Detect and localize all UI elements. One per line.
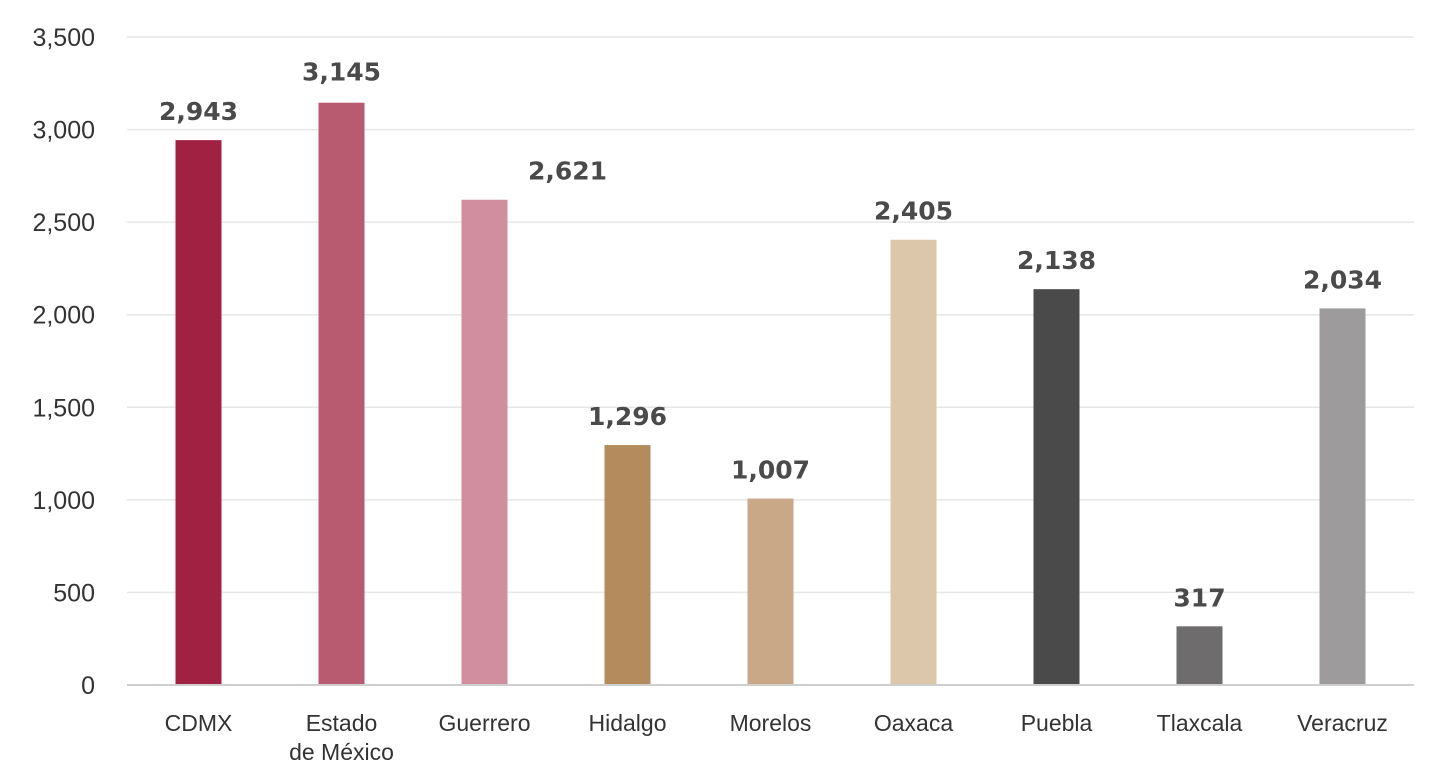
bar: [890, 239, 937, 685]
data-label: 2,943: [159, 97, 238, 126]
bar: [604, 445, 651, 685]
bar: [1176, 626, 1223, 685]
y-axis-tick-labels: 0 500 1,000 1,500 2,000 2,500 3,000 3,500: [32, 24, 95, 700]
data-labels: 2,943 3,145 2,621 1,296 1,007 2,405 2,138 317 2,…: [159, 58, 1382, 613]
x-tick-label: Estado de México: [289, 710, 394, 765]
x-tick-label: Guerrero: [438, 710, 530, 736]
data-label: 2,034: [1303, 265, 1382, 294]
x-tick-label: Morelos: [730, 710, 812, 736]
x-tick-label-line: Guerrero: [438, 710, 530, 736]
x-tick-label-line: de México: [289, 739, 394, 765]
y-tick-label: 0: [81, 672, 95, 700]
bar: [318, 102, 365, 686]
x-tick-label: Veracruz: [1297, 710, 1388, 736]
x-tick-label-line: Estado: [306, 710, 378, 736]
y-tick-label: 500: [53, 579, 95, 607]
x-tick-label-line: Morelos: [730, 710, 812, 736]
bars: [175, 102, 1366, 686]
x-tick-label-line: CDMX: [165, 710, 233, 736]
x-tick-label-line: Veracruz: [1297, 710, 1388, 736]
y-tick-label: 3,000: [32, 117, 95, 145]
x-axis-category-labels: CDMX Estado de México Guerrero Hidalgo Morelo…: [165, 710, 1388, 765]
y-tick-label: 1,500: [32, 394, 95, 422]
x-tick-label: Puebla: [1021, 710, 1093, 736]
data-label: 3,145: [302, 58, 381, 87]
bar: [747, 498, 794, 685]
data-label: 317: [1173, 583, 1225, 612]
y-tick-label: 1,000: [32, 487, 95, 515]
bar: [1033, 289, 1080, 685]
x-tick-label: Hidalgo: [589, 710, 667, 736]
bar: [461, 199, 508, 685]
y-tick-label: 2,500: [32, 209, 95, 237]
bar: [175, 140, 222, 685]
data-label: 2,405: [874, 197, 953, 226]
bar: [1319, 308, 1366, 685]
x-tick-label-line: Hidalgo: [589, 710, 667, 736]
data-label: 2,621: [528, 157, 607, 186]
y-tick-label: 2,000: [32, 302, 95, 330]
x-tick-label: Oaxaca: [874, 710, 953, 736]
x-tick-label-line: Puebla: [1021, 710, 1093, 736]
x-tick-label: CDMX: [165, 710, 233, 736]
data-label: 1,007: [731, 456, 810, 485]
x-tick-label: Tlaxcala: [1157, 710, 1243, 736]
x-tick-label-line: Oaxaca: [874, 710, 953, 736]
y-tick-label: 3,500: [32, 24, 95, 52]
data-label: 2,138: [1017, 246, 1096, 275]
data-label: 1,296: [588, 402, 667, 431]
x-tick-label-line: Tlaxcala: [1157, 710, 1243, 736]
